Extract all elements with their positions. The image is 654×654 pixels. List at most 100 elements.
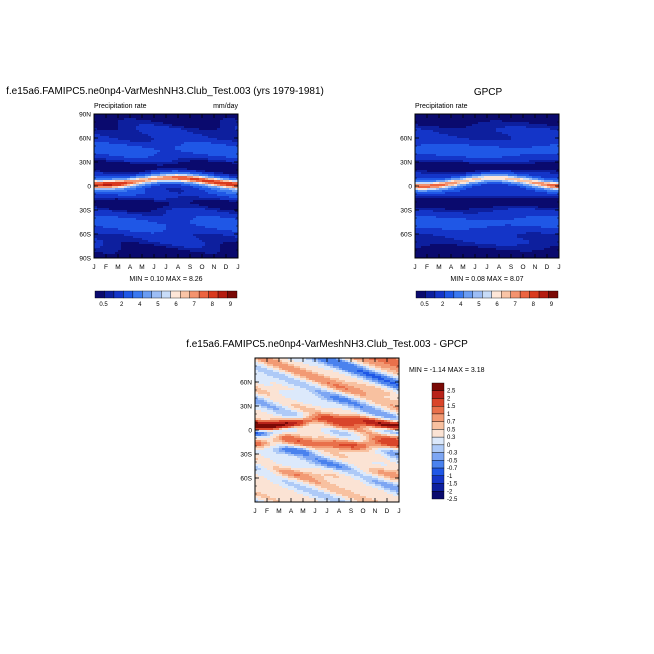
field-cell [232,168,236,171]
field-cell [184,194,188,197]
field-cell [145,176,149,179]
field-cell [124,212,128,215]
field-cell [208,126,212,129]
field-cell [205,174,209,177]
field-cell [538,128,542,131]
field-cell [184,196,188,199]
field-cell [178,120,182,123]
field-cell [232,176,236,179]
field-cell [169,204,173,207]
field-cell [100,250,104,253]
field-cell [106,186,110,189]
field-cell [187,136,191,139]
field-cell [202,190,206,193]
field-cell [214,126,218,129]
field-cell [514,156,518,159]
field-cell [151,118,155,121]
field-cell [229,252,233,255]
field-cell [163,206,167,209]
field-cell [436,148,440,151]
field-cell [97,206,101,209]
field-cell [127,216,131,219]
field-cell [445,136,449,139]
field-cell [229,186,233,189]
field-cell [427,144,431,147]
field-cell [232,156,236,159]
field-cell [124,206,128,209]
field-cell [553,142,557,145]
field-cell [124,240,128,243]
field-cell [439,114,443,117]
field-cell [154,144,158,147]
field-cell [133,220,137,223]
field-cell [142,186,146,189]
field-cell [148,154,152,157]
field-cell [163,214,167,217]
field-cell [157,248,161,251]
field-cell [229,132,233,135]
field-cell [169,142,173,145]
field-cell [121,196,125,199]
field-cell [217,196,221,199]
field-cell [175,218,179,221]
field-cell [187,226,191,229]
field-cell [142,204,146,207]
field-cell [445,140,449,143]
field-cell [544,146,548,149]
field-cell [502,132,506,135]
field-cell [100,220,104,223]
field-cell [118,186,122,189]
field-cell [226,168,230,171]
field-cell [208,180,212,183]
field-cell [496,116,500,119]
field-cell [202,192,206,195]
field-cell [442,136,446,139]
field-cell [214,172,218,175]
field-cell [202,204,206,207]
field-cell [163,222,167,225]
field-cell [181,116,185,119]
field-cell [127,246,131,249]
field-cell [136,142,140,145]
y-tick-label: 60S [79,231,91,238]
field-cell [229,200,233,203]
field-cell [493,132,497,135]
field-cell [424,136,428,139]
field-cell [94,202,98,205]
field-cell [556,136,559,139]
field-cell [127,178,131,181]
field-cell [94,154,98,157]
field-cell [157,214,161,217]
field-cell [160,236,164,239]
field-cell [535,170,539,173]
field-cell [139,158,143,161]
field-cell [448,138,452,141]
field-cell [103,234,107,237]
field-cell [484,134,488,137]
field-cell [118,170,122,173]
field-cell [166,254,170,257]
field-cell [121,150,125,153]
field-cell [178,248,182,251]
field-cell [550,164,554,167]
field-cell [145,238,149,241]
field-cell [142,126,146,129]
field-cell [163,170,167,173]
field-cell [553,168,557,171]
field-cell [163,168,167,171]
field-cell [124,182,128,185]
field-cell [112,214,116,217]
field-cell [109,214,113,217]
field-cell [106,114,110,117]
field-cell [487,156,491,159]
field-cell [469,144,473,147]
field-cell [130,236,134,239]
field-cell [229,162,233,165]
field-cell [109,168,113,171]
field-cell [166,192,170,195]
field-cell [511,118,515,121]
field-cell [520,118,524,121]
field-cell [130,124,134,127]
field-cell [499,126,503,129]
field-cell [103,148,107,151]
